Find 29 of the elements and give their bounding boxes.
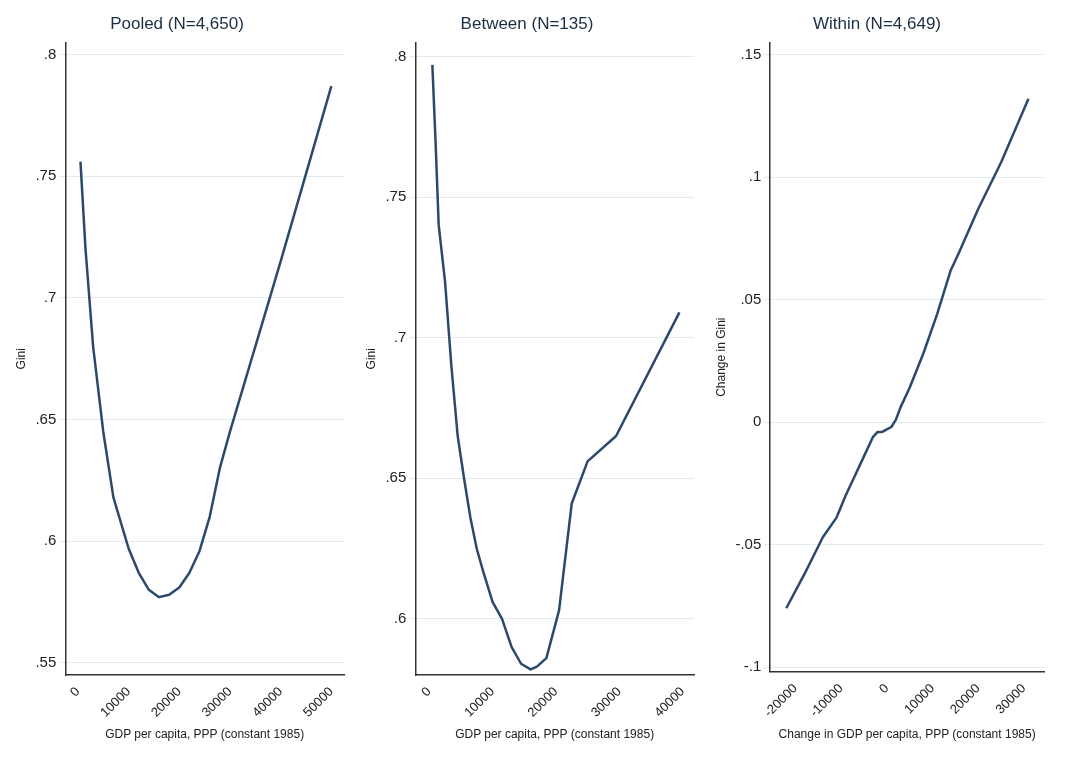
x-axis-title: GDP per capita, PPP (constant 1985) <box>105 727 305 742</box>
x-tick-label: 0 <box>418 683 434 700</box>
x-tick-label: 0 <box>875 680 892 697</box>
y-tick-label: .6 <box>393 608 407 626</box>
y-axis-title: Change in Gini <box>713 317 728 397</box>
y-tick-label: 0 <box>752 412 762 430</box>
x-tick-label: 0 <box>66 683 83 700</box>
y-tick-label: .65 <box>35 409 57 427</box>
y-tick-label: -.1 <box>743 657 762 675</box>
y-tick-label: .65 <box>385 468 407 486</box>
y-axis-title: Gini <box>363 348 378 370</box>
chart-title: Pooled (N=4,650) <box>110 13 244 33</box>
y-tick-label: .8 <box>43 44 57 62</box>
x-axis-title: GDP per capita, PPP (constant 1985) <box>455 727 655 742</box>
y-tick-label: .15 <box>740 44 762 62</box>
y-tick-label: .8 <box>393 46 407 64</box>
y-tick-label: .75 <box>35 166 57 184</box>
y-tick-label: .05 <box>740 289 762 307</box>
y-tick-label: .6 <box>43 531 57 549</box>
y-tick-label: .7 <box>43 288 57 306</box>
x-axis-title: Change in GDP per capita, PPP (constant 1985) <box>778 727 1036 742</box>
chart-title: Within (N=4,649) <box>812 13 942 33</box>
y-tick-label: .75 <box>385 187 407 205</box>
y-tick-label: .55 <box>35 652 57 670</box>
chart-title: Between (N=135) <box>460 13 594 33</box>
y-axis-title: Gini <box>13 348 28 370</box>
y-tick-label: .1 <box>748 167 762 185</box>
y-tick-label: .7 <box>393 327 407 345</box>
y-tick-label: -.05 <box>735 534 762 552</box>
